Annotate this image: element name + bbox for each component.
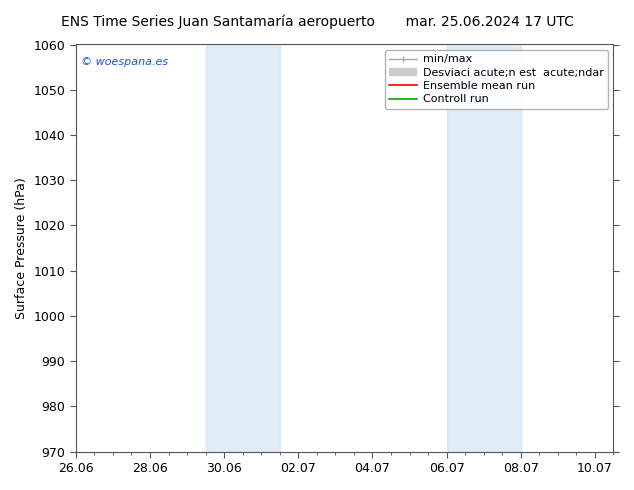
Bar [205, 45, 280, 452]
Text: ENS Time Series Juan Santamaría aeropuerto       mar. 25.06.2024 17 UTC: ENS Time Series Juan Santamaría aeropuer… [61, 15, 573, 29]
Y-axis label: Surface Pressure (hPa): Surface Pressure (hPa) [15, 177, 28, 319]
Bar [446, 45, 521, 452]
Text: © woespana.es: © woespana.es [81, 57, 169, 67]
Legend: min/max, Desviaci acute;n est  acute;ndar, Ensemble mean run, Controll run: min/max, Desviaci acute;n est acute;ndar… [385, 50, 608, 109]
